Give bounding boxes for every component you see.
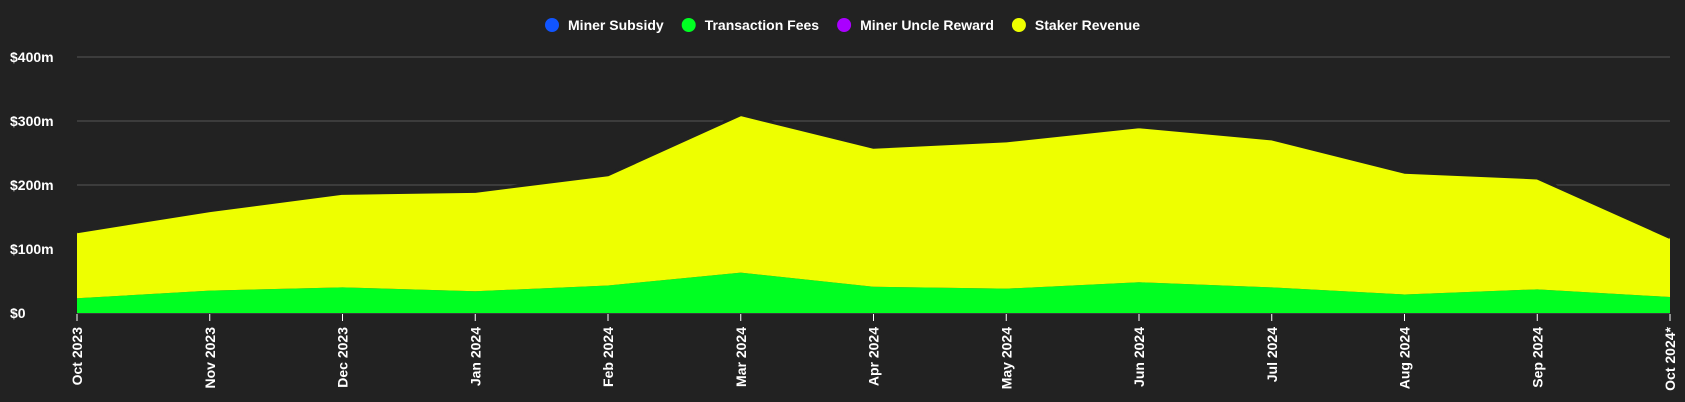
legend-swatch-transaction-fees <box>681 18 696 32</box>
area-staker-revenue <box>77 114 1670 299</box>
chart-areas <box>76 113 1671 313</box>
legend-label-miner-subsidy: Miner Subsidy <box>568 17 664 33</box>
y-tick-label-200m: $200m <box>10 177 54 193</box>
x-tick-label-apr-2024: Apr 2024 <box>866 327 882 386</box>
x-tick-label-jan-2024: Jan 2024 <box>467 327 483 386</box>
legend-swatch-miner-uncle-reward <box>837 18 852 32</box>
x-tick-label-sep-2024: Sep 2024 <box>1529 327 1545 388</box>
x-tick-label-mar-2024: Mar 2024 <box>733 327 749 387</box>
x-tick-label-aug-2024: Aug 2024 <box>1397 327 1413 389</box>
x-tick-label-dec-2023: Dec 2023 <box>335 327 351 388</box>
legend-swatch-staker-revenue <box>1011 18 1026 32</box>
x-tick-label-oct-2023: Oct 2023 <box>69 327 85 386</box>
x-axis: Oct 2023 Nov 2023 Dec 2023 Jan 2024 Feb 2024… <box>69 314 1678 391</box>
legend-item-transaction-fees: Transaction Fees <box>681 17 820 33</box>
legend-item-miner-subsidy: Miner Subsidy <box>545 17 664 33</box>
y-tick-label-100m: $100m <box>10 241 54 257</box>
x-tick-label-may-2024: May 2024 <box>998 327 1014 389</box>
y-tick-label-400m: $400m <box>10 49 54 65</box>
x-tick-label-jul-2024: Jul 2024 <box>1264 327 1280 382</box>
x-tick-label-jun-2024: Jun 2024 <box>1131 327 1147 387</box>
x-tick-label-oct-2024: Oct 2024* <box>1662 326 1678 390</box>
area-transaction-fees <box>77 272 1670 313</box>
legend-label-miner-uncle-reward: Miner Uncle Reward <box>860 17 994 33</box>
legend-label-staker-revenue: Staker Revenue <box>1035 17 1140 33</box>
y-tick-label-0: $0 <box>10 305 26 321</box>
x-tick-label-feb-2024: Feb 2024 <box>600 327 616 387</box>
stack-top-outline <box>76 113 1671 239</box>
y-tick-label-300m: $300m <box>10 113 54 129</box>
legend-item-staker-revenue: Staker Revenue <box>1011 17 1140 33</box>
legend-swatch-miner-subsidy <box>545 18 560 32</box>
legend-item-miner-uncle-reward: Miner Uncle Reward <box>837 17 994 33</box>
legend-label-transaction-fees: Transaction Fees <box>705 17 820 33</box>
x-tick-label-nov-2023: Nov 2023 <box>202 327 218 389</box>
y-axis: $0 $100m $200m $300m $400m <box>10 49 54 321</box>
chart-legend: Miner Subsidy Transaction Fees Miner Uncle… <box>545 17 1140 33</box>
